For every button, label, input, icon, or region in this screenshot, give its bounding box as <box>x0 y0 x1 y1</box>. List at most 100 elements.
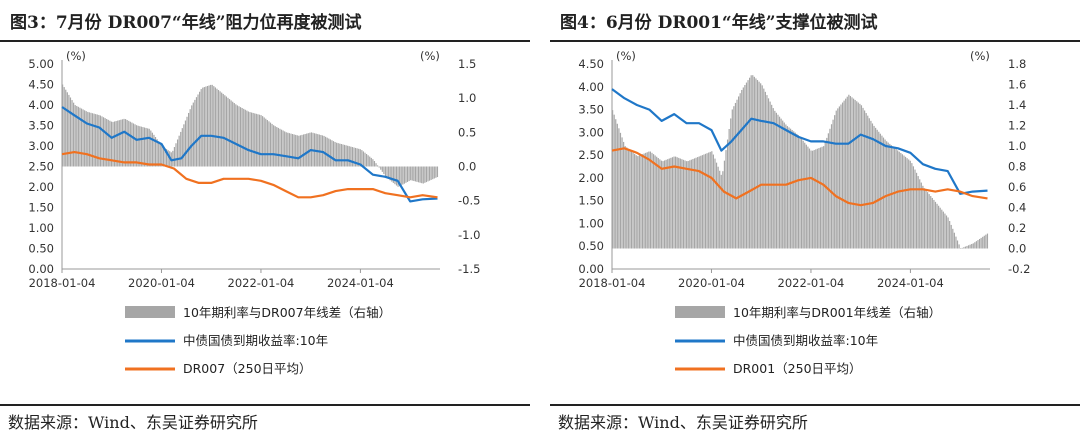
spread-bar <box>238 106 240 167</box>
spread-bar <box>91 113 94 167</box>
spread-bar <box>77 106 79 167</box>
spread-bar <box>978 238 981 249</box>
spread-bar <box>704 153 707 249</box>
spread-bar <box>895 149 897 249</box>
spread-bar <box>936 203 938 249</box>
spread-bar <box>351 147 353 167</box>
spread-bar <box>210 84 212 167</box>
spread-bar <box>969 244 971 249</box>
spread-bar <box>728 129 730 249</box>
spread-bar <box>233 103 235 167</box>
spread-bar <box>723 160 726 249</box>
spread-bar <box>340 144 342 167</box>
y-tick-label-left: 2.50 <box>28 160 54 174</box>
spread-bar <box>871 123 874 249</box>
spread-bar <box>216 88 218 167</box>
spread-bar <box>744 85 746 249</box>
spread-bar <box>689 160 691 249</box>
spread-bar <box>974 242 976 249</box>
spread-bar <box>137 125 139 167</box>
spread-bar <box>356 148 358 167</box>
spread-bar <box>824 142 826 249</box>
spread-bar <box>257 114 259 167</box>
dr-average-line <box>61 150 438 199</box>
x-tick-label: 2022-01-04 <box>228 276 295 290</box>
spread-bar <box>74 105 76 167</box>
spread-bar <box>241 108 243 167</box>
spread-bar <box>780 118 782 249</box>
y-tick-label-right: 1.0 <box>458 91 476 105</box>
spread-bar <box>167 150 169 167</box>
spread-bar <box>173 147 176 167</box>
spread-bar <box>693 158 696 249</box>
spread-bar <box>224 95 226 167</box>
spread-bar <box>302 134 305 167</box>
spread-bar <box>676 157 678 249</box>
x-tick-label: 2018-01-04 <box>579 276 646 290</box>
spread-bar <box>84 110 86 167</box>
spread-bar <box>665 159 667 249</box>
spread-bar <box>176 139 179 167</box>
y-tick-label-left: 5.00 <box>28 57 54 71</box>
spread-bar <box>638 155 640 249</box>
spread-bar <box>328 138 330 167</box>
spread-bar <box>265 118 267 167</box>
spread-bar <box>903 155 905 249</box>
spread-bar <box>219 91 221 167</box>
y-tick-label-right: 0.0 <box>458 160 476 174</box>
spread-bar <box>104 118 106 167</box>
spread-bar <box>291 134 294 167</box>
spread-bar <box>741 89 743 249</box>
spread-bar <box>821 146 823 249</box>
spread-bar <box>200 89 202 167</box>
spread-bar <box>733 106 735 249</box>
spread-bar <box>930 196 932 249</box>
spread-bar <box>85 111 87 167</box>
spread-bar <box>789 128 792 249</box>
spread-bar <box>120 119 122 167</box>
y-tick-label-right: -1.0 <box>458 228 480 242</box>
spread-bar <box>953 232 955 249</box>
spread-bar <box>295 134 297 167</box>
spread-bar <box>178 135 180 167</box>
spread-bar <box>184 120 187 167</box>
spread-bar <box>731 109 733 249</box>
spread-bar <box>383 166 385 175</box>
spread-bar <box>615 119 617 249</box>
spread-bar <box>810 150 812 249</box>
spread-bar <box>801 138 803 249</box>
dr-average-line <box>611 147 988 207</box>
spread-bar <box>944 213 946 249</box>
spread-bar <box>364 152 366 167</box>
spread-bar <box>421 166 423 184</box>
spread-bar <box>377 165 379 167</box>
spread-bar <box>416 166 418 182</box>
spread-bar <box>236 105 239 167</box>
spread-bar <box>254 113 256 167</box>
y-tick-label-left: 2.00 <box>28 180 54 194</box>
spread-bar <box>132 123 135 167</box>
spread-bar <box>112 121 114 167</box>
spread-bar <box>121 119 124 167</box>
spread-bar <box>136 125 138 167</box>
spread-bar <box>651 152 653 249</box>
spread-bar <box>884 139 886 249</box>
spread-bar <box>749 77 751 249</box>
spread-bar <box>860 105 863 249</box>
spread-bar <box>767 98 770 249</box>
spread-bar <box>307 133 309 167</box>
spread-bar <box>410 166 412 181</box>
spread-bar <box>188 112 190 167</box>
bottom-rule <box>550 404 1080 406</box>
spread-bar <box>165 149 168 167</box>
spread-bar <box>714 158 716 249</box>
spread-bar <box>115 121 117 167</box>
spread-bar <box>110 121 113 167</box>
spread-bar <box>771 104 773 249</box>
legend-label: DR001（250日平均） <box>733 361 862 376</box>
spread-bar <box>134 124 136 167</box>
spread-bar <box>345 145 347 167</box>
spread-bar <box>772 108 774 249</box>
y-tick-label-right: 1.6 <box>1008 78 1026 92</box>
spread-bar <box>365 153 368 167</box>
